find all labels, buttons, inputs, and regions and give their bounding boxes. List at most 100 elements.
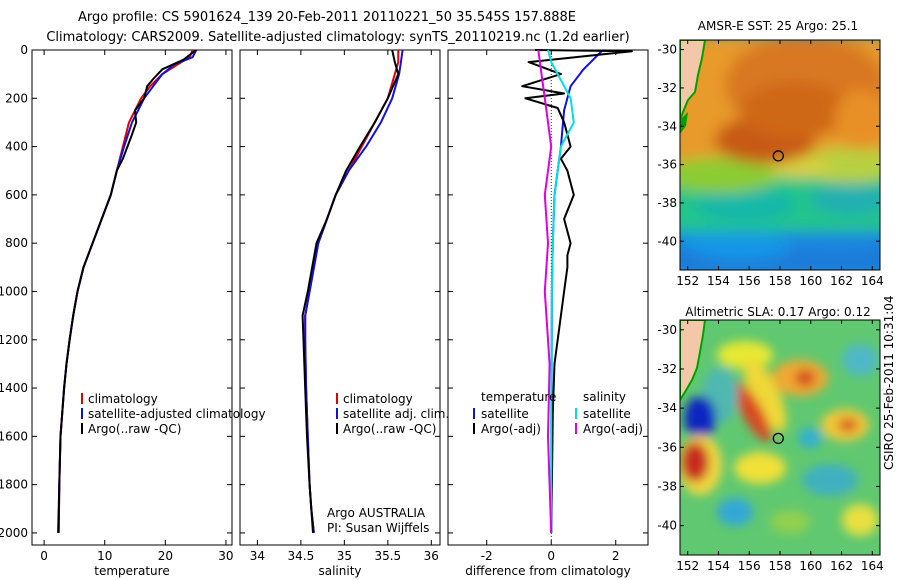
temperature-series-climatology (57, 49, 194, 533)
difference-legend: temperature salinitysatelliteArgo(-adj)sa… (473, 390, 643, 436)
salinity-xtick-label: 35 (337, 549, 352, 563)
temperature-series-satellite-adjusted-climatology (57, 49, 198, 533)
sst-map: 152 154 156 158 160 162 164 -30 -32 -34 -36 -38 -40 (657, 39, 884, 288)
sst-map-field (680, 40, 880, 270)
figure-title-line1: Argo profile: CS 5901624_139 20-Feb-2011… (78, 10, 576, 25)
sla-map-field (680, 320, 880, 555)
sla_map-lon-tick-label: 154 (707, 559, 730, 573)
sla_map-lon-tick-label: 158 (769, 559, 792, 573)
plot-salinity: 34 34.5 35 35.5 36 salinity climatologysatelli… (239, 49, 449, 578)
sst-argo-position-marker (772, 150, 784, 162)
plot-temperature: 0 10 20 30 0 200 400 600 800 1000 1200 1400 1600 1800… (0, 43, 266, 578)
sst_map-lat-tick-label: -34 (657, 119, 677, 133)
sst_map-lat-tick-label: -38 (657, 196, 677, 210)
temperature-xtick-label: 10 (97, 549, 112, 563)
sst-land (680, 40, 707, 121)
difference-legend-label: satellite (481, 407, 529, 421)
depth-tick-label: 200 (5, 91, 28, 105)
difference-legend-label: Argo(-adj) (583, 422, 643, 436)
sla_map-lat-tick-label: -30 (657, 323, 677, 337)
depth-tick-label: 1600 (0, 429, 28, 443)
sla_map-lon-tick-label: 160 (799, 559, 822, 573)
salinity-xtick-label: 34 (250, 549, 265, 563)
sla-field-blobs (680, 341, 878, 536)
sst-coast-shelf (680, 112, 688, 134)
difference-xtick-label: 0 (547, 549, 555, 563)
difference-series-salinity-satellite (547, 49, 575, 533)
salinity-xlabel: salinity (318, 564, 361, 578)
sst_map-lat-tick-label: -36 (657, 158, 677, 172)
difference-series-salinity-argo-adj- (537, 49, 553, 533)
difference-legend-label: Argo(-adj) (481, 422, 541, 436)
difference-legend-salinity-title: salinity (583, 390, 626, 404)
difference-xlabel: difference from climatology (465, 564, 631, 578)
sla-map: 152 154 156 158 160 162 164 -30 -32 -34 -36 -38 -40 (657, 319, 884, 573)
figure-title-line2: Climatology: CARS2009. Satellite-adjuste… (46, 30, 629, 45)
sla_map-lat-tick-label: -40 (657, 519, 677, 533)
sst_map-lon-tick-label: 160 (799, 274, 822, 288)
temperature-axes-box (31, 49, 233, 546)
sla_map-lon-tick-label: 152 (676, 559, 699, 573)
temperature-xtick-label: 0 (40, 549, 48, 563)
depth-tick-label: 800 (5, 236, 28, 250)
sla_map-lat-tick-label: -36 (657, 440, 677, 454)
sla-argo-position-marker (772, 432, 784, 445)
salinity-xtick-label: 35.5 (374, 549, 401, 563)
sst-field-blobs (680, 40, 880, 270)
sla_map-lat-tick-label: -38 (657, 479, 677, 493)
sst-map-title: AMSR-E SST: 25 Argo: 25.1 (698, 19, 858, 33)
sst_map-lon-tick-label: 162 (830, 274, 853, 288)
difference-legend-temperature-title: temperature (481, 390, 556, 404)
depth-tick-label: 2000 (0, 526, 28, 540)
salinity-xtick-label: 36 (424, 549, 439, 563)
sst_map-lon-tick-label: 164 (861, 274, 884, 288)
salinity-series-argo-raw-qc- (301, 49, 400, 533)
sla_map-lon-tick-label: 162 (830, 559, 853, 573)
depth-tick-label: 400 (5, 140, 28, 154)
depth-tick-label: 600 (5, 188, 28, 202)
temperature-legend-label: Argo(..raw -QC) (88, 422, 181, 436)
sst_map-lon-tick-label: 152 (676, 274, 699, 288)
credit-org: Argo AUSTRALIA (327, 506, 426, 520)
sla_map-lat-tick-label: -34 (657, 401, 677, 415)
difference-legend-label: satellite (583, 407, 631, 421)
temperature-legend-label: satellite-adjusted climatology (88, 407, 266, 421)
sst_map-lon-tick-label: 156 (738, 274, 761, 288)
depth-tick-label: 0 (20, 43, 28, 57)
footer-timestamp: CSIRO 25-Feb-2011 10:31:04 (882, 295, 896, 470)
sst_map-lat-tick-label: -30 (657, 43, 677, 57)
depth-tick-label: 1400 (0, 381, 28, 395)
salinity-legend-label: climatology (343, 392, 413, 406)
difference-series-temperature-argo-adj- (521, 49, 633, 533)
sla-land (680, 320, 707, 402)
depth-tick-label: 1200 (0, 333, 28, 347)
difference-xtick-label: -2 (481, 549, 493, 563)
salinity-series-satellite-adj-clim- (304, 49, 404, 534)
sla-map-title: Altimetric SLA: 0.17 Argo: 0.12 (685, 305, 870, 319)
sla_map-lat-tick-label: -32 (657, 362, 677, 376)
sst_map-lon-tick-label: 154 (707, 274, 730, 288)
credit-pi: PI: Susan Wijffels (327, 521, 429, 535)
temperature-xlabel: temperature (94, 564, 169, 578)
sst_map-lon-tick-label: 158 (769, 274, 792, 288)
salinity-axes-box (239, 49, 441, 546)
depth-tick-label: 1800 (0, 478, 28, 492)
sla_map-lon-tick-label: 164 (861, 559, 884, 573)
salinity-xtick-label: 34.5 (288, 549, 315, 563)
sst_map-lat-tick-label: -40 (657, 234, 677, 248)
salinity-legend-label: Argo(..raw -QC) (343, 422, 436, 436)
temperature-series-argo-raw-qc- (57, 49, 197, 533)
difference-series-temperature-satellite (550, 49, 604, 533)
sst_map-lat-tick-label: -32 (657, 81, 677, 95)
temperature-xtick-label: 30 (218, 549, 233, 563)
salinity-series-climatology (304, 50, 400, 534)
depth-tick-label: 1000 (0, 284, 28, 298)
temperature-xtick-label: 20 (158, 549, 173, 563)
sla_map-lon-tick-label: 156 (738, 559, 761, 573)
salinity-legend-label: satellite adj. clim. (343, 407, 449, 421)
